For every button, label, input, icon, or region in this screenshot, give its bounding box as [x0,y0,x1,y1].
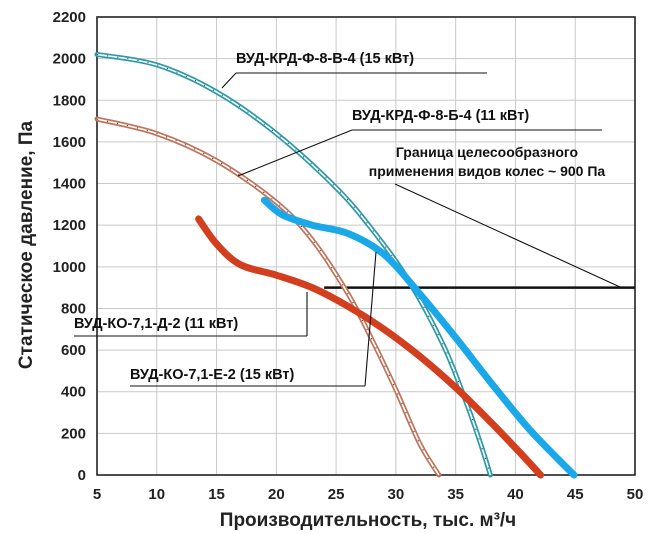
x-tick-label: 10 [148,486,165,503]
y-tick-label: 800 [61,300,86,317]
label-series-1: ВУД-КРД-Ф-8-В-4 (15 кВт) [236,51,414,67]
x-tick-label: 50 [627,486,644,503]
plot-frame [96,16,636,476]
y-tick-label: 1000 [53,259,86,276]
axes [96,16,636,476]
annotations: ВУД-КРД-Ф-8-В-4 (15 кВт) ВУД-КРД-Ф-8-Б-4 … [74,51,605,383]
x-tick-label: 35 [447,486,464,503]
x-tick-label: 45 [567,486,584,503]
series-4-line [195,215,545,479]
annotation-leaders [74,72,621,387]
y-axis-label: Статическое давление, Па [16,120,37,369]
y-tick-label: 0 [78,467,86,484]
y-tick-label: 1800 [53,92,86,109]
y-tick-label: 400 [61,384,86,401]
y-tick-label: 600 [61,342,86,359]
x-tick-label: 30 [388,486,405,503]
label-series-2-leader [237,129,353,177]
tick-labels: 5 10 15 20 25 30 35 40 45 50 0 200 400 600 800 1000 1200… [53,9,644,503]
label-series-2: ВУД-КРД-Ф-8-Б-4 (11 кВт) [352,108,529,124]
label-series-4: ВУД-КО-7,1-Д-2 (11 кВт) [74,316,238,332]
label-series-1-leader [221,72,237,89]
x-tick-label: 15 [208,486,225,503]
x-tick-label: 5 [93,486,101,503]
y-tick-label: 200 [61,425,86,442]
label-reference-line-2: применения видов колес ~ 900 Па [369,163,606,179]
series-2-line-inner [96,118,440,476]
x-tick-label: 40 [507,486,524,503]
series-1-line-inner [96,53,492,476]
x-tick-label: 20 [268,486,285,503]
y-tick-label: 2000 [53,51,86,68]
series-3-line [260,196,578,479]
label-reference-line-leader [394,183,621,288]
y-tick-label: 2200 [53,9,86,26]
y-tick-label: 1600 [53,134,86,151]
label-series-3-leader [364,251,377,387]
label-reference-line-1: Граница целесообразного [396,144,578,160]
series-lines [94,51,635,479]
y-tick-label: 1200 [53,217,86,234]
y-tick-label: 1400 [53,176,86,193]
label-series-3: ВУД-КО-7,1-Е-2 (15 кВт) [130,367,295,383]
x-axis-label: Производительность, тыс. м³/ч [220,510,516,531]
x-tick-label: 25 [328,486,345,503]
